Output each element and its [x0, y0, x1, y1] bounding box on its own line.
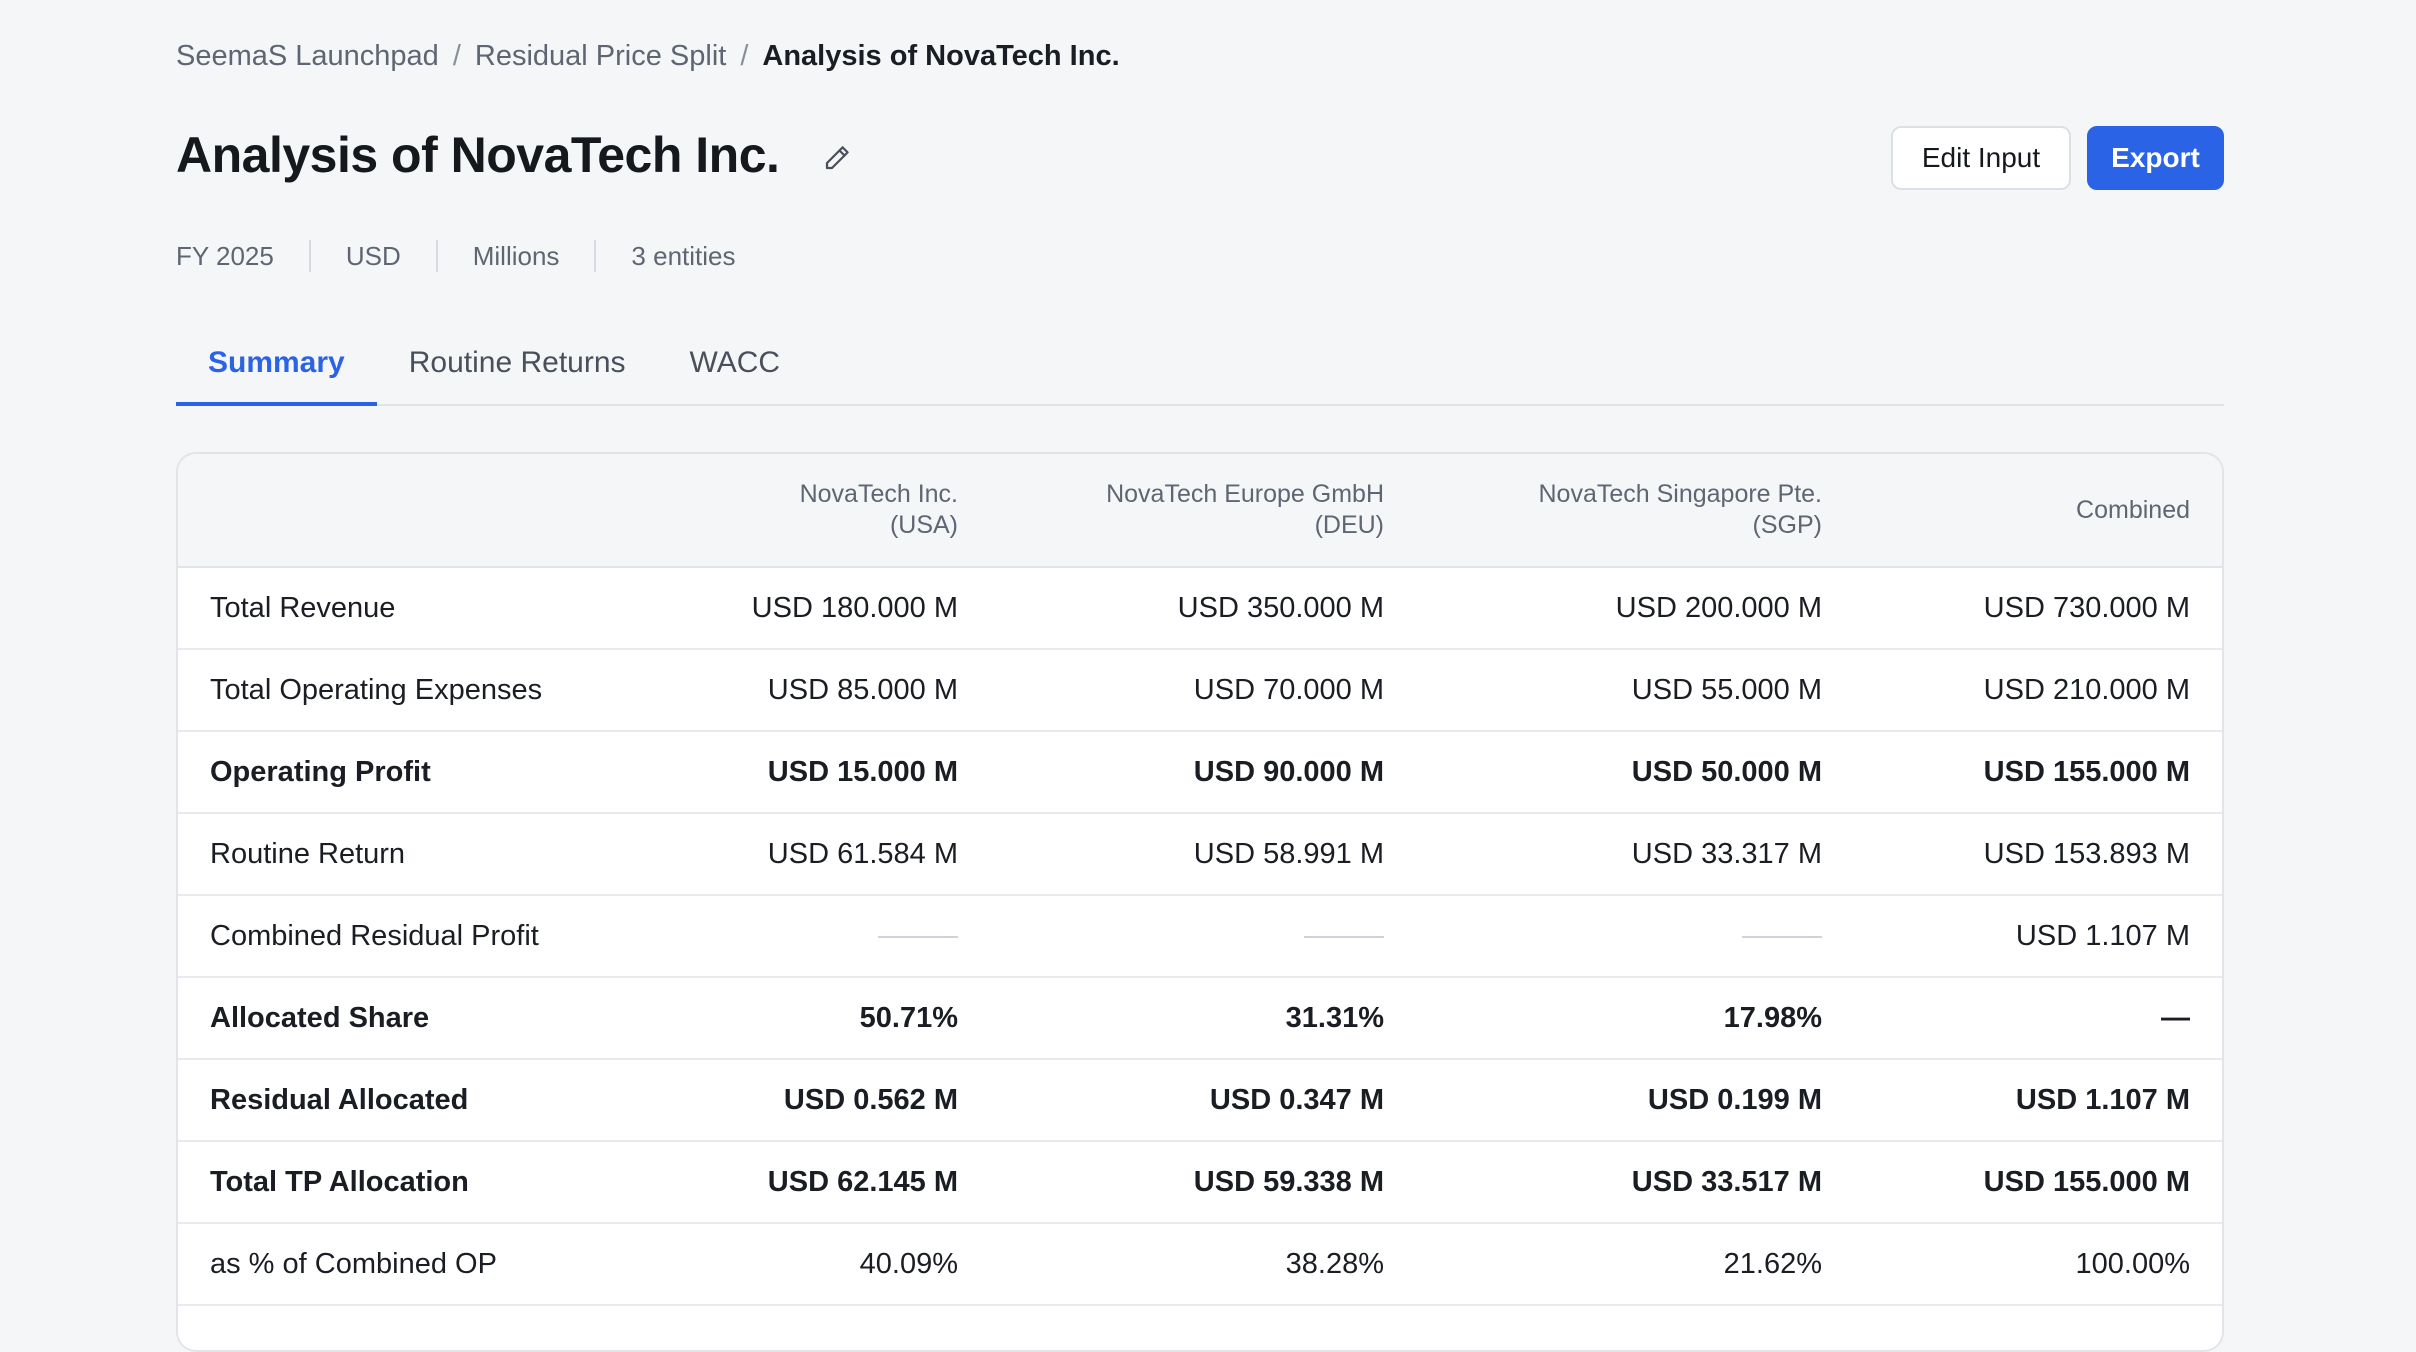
table-cell	[718, 895, 990, 978]
column-name: NovaTech Europe GmbH	[1106, 480, 1384, 508]
column-header-novatech-inc: NovaTech Inc. (USA)	[718, 454, 990, 568]
meta-divider	[594, 240, 597, 272]
row-label: Total Operating Expenses	[178, 649, 718, 732]
table-cell	[1416, 895, 1854, 978]
table-cell: USD 350.000 M	[990, 567, 1416, 650]
title-row: Analysis of NovaTech Inc. Edit Input Exp…	[176, 122, 2224, 198]
edit-input-button[interactable]: Edit Input	[1891, 126, 2071, 190]
table-cell: USD 1.107 M	[1854, 1059, 2222, 1142]
column-name: NovaTech Singapore Pte.	[1538, 480, 1822, 508]
breadcrumb-current: Analysis of NovaTech Inc.	[762, 39, 1120, 72]
pencil-icon	[825, 146, 849, 170]
column-name: Combined	[2076, 495, 2190, 524]
tab-summary[interactable]: Summary	[176, 322, 377, 406]
table-cell: USD 50.000 M	[1416, 731, 1854, 814]
column-header-combined: Combined	[1854, 454, 2222, 568]
meta-divider	[308, 240, 311, 272]
row-label: Total TP Allocation	[178, 1141, 718, 1224]
breadcrumb: SeemaS Launchpad / Residual Price Split …	[176, 36, 1120, 76]
table-row: Routine Return USD 61.584 M USD 58.991 M US…	[178, 813, 2222, 896]
row-label: as % of Combined OP	[178, 1223, 718, 1306]
tab-wacc[interactable]: WACC	[689, 346, 781, 379]
summary-table-card: NovaTech Inc. (USA) NovaTech Europe GmbH…	[176, 452, 2224, 1352]
table-row: Residual Allocated USD 0.562 M USD 0.347 M…	[178, 1059, 2222, 1142]
row-label: Residual Allocated	[178, 1059, 718, 1142]
table-cell: USD 0.347 M	[990, 1059, 1416, 1142]
entity-count: 3 entities	[631, 240, 736, 271]
table-row: Allocated Share 50.71% 31.31% 17.98% —	[178, 977, 2222, 1060]
table-cell: USD 0.562 M	[718, 1059, 990, 1142]
row-label: Combined Residual Profit	[178, 895, 718, 978]
table-cell: USD 153.893 M	[1854, 813, 2222, 896]
table-header-row: NovaTech Inc. (USA) NovaTech Europe GmbH…	[178, 454, 2222, 568]
column-name: NovaTech Inc.	[799, 480, 958, 508]
table-row: Combined Residual Profit USD 1.107 M	[178, 895, 2222, 978]
row-label: Routine Return	[178, 813, 718, 896]
meta-row: FY 2025 USD Millions 3 entities	[176, 236, 736, 276]
table-cell: USD 33.317 M	[1416, 813, 1854, 896]
table-cell: 40.09%	[718, 1223, 990, 1306]
table-cell: USD 200.000 M	[1416, 567, 1854, 650]
empty-value-dash	[878, 935, 958, 938]
table-cell: USD 15.000 M	[718, 731, 990, 814]
table-cell: USD 58.991 M	[990, 813, 1416, 896]
table-cell: USD 1.107 M	[1854, 895, 2222, 978]
table-row: Total Operating Expenses USD 85.000 M USD …	[178, 649, 2222, 732]
table-cell: 17.98%	[1416, 977, 1854, 1060]
row-label: Total Revenue	[178, 567, 718, 650]
table-cell: USD 155.000 M	[1854, 1141, 2222, 1224]
empty-value-dash	[1742, 935, 1822, 938]
table-cell: —	[1854, 977, 2222, 1060]
table-cell: USD 180.000 M	[718, 567, 990, 650]
table-cell: USD 90.000 M	[990, 731, 1416, 814]
table-cell: USD 62.145 M	[718, 1141, 990, 1224]
table-cell: USD 70.000 M	[990, 649, 1416, 732]
row-label: Operating Profit	[178, 731, 718, 814]
table-cell: USD 730.000 M	[1854, 567, 2222, 650]
breadcrumb-link-launchpad[interactable]: SeemaS Launchpad	[176, 39, 439, 72]
table-cell: USD 61.584 M	[718, 813, 990, 896]
table-cell: USD 85.000 M	[718, 649, 990, 732]
empty-value-dash	[1304, 935, 1384, 938]
table-cell: 21.62%	[1416, 1223, 1854, 1306]
export-button[interactable]: Export	[2087, 126, 2224, 190]
table-cell: 100.00%	[1854, 1223, 2222, 1306]
table-row: as % of Combined OP 40.09% 38.28% 21.62% 100…	[178, 1223, 2222, 1306]
column-country: (USA)	[889, 511, 958, 539]
table-cell: 38.28%	[990, 1223, 1416, 1306]
tab-routine-returns[interactable]: Routine Returns	[408, 346, 626, 379]
table-cell: USD 210.000 M	[1854, 649, 2222, 732]
breadcrumb-separator: /	[740, 39, 749, 72]
table-cell: USD 155.000 M	[1854, 731, 2222, 814]
tab-bar: Summary Routine Returns WACC	[176, 322, 2224, 406]
header-actions: Edit Input Export	[1891, 126, 2224, 190]
breadcrumb-separator: /	[452, 39, 461, 72]
column-country: (SGP)	[1752, 511, 1822, 539]
table-cell: 50.71%	[718, 977, 990, 1060]
edit-title-button[interactable]	[816, 137, 858, 179]
table-cell: 31.31%	[990, 977, 1416, 1060]
table-cell	[990, 895, 1416, 978]
table-cell: USD 0.199 M	[1416, 1059, 1854, 1142]
column-header-novatech-europe: NovaTech Europe GmbH (DEU)	[990, 454, 1416, 568]
table-row: Total TP Allocation USD 62.145 M USD 59.33…	[178, 1141, 2222, 1224]
column-header-novatech-singapore: NovaTech Singapore Pte. (SGP)	[1416, 454, 1854, 568]
currency: USD	[345, 240, 401, 271]
meta-divider	[435, 240, 438, 272]
page-title: Analysis of NovaTech Inc.	[176, 127, 780, 183]
table-header-label	[178, 454, 718, 568]
row-label: Allocated Share	[178, 977, 718, 1060]
column-country: (DEU)	[1314, 511, 1384, 539]
summary-table: NovaTech Inc. (USA) NovaTech Europe GmbH…	[178, 454, 2222, 1306]
table-cell: USD 33.517 M	[1416, 1141, 1854, 1224]
fiscal-year: FY 2025	[176, 240, 274, 271]
breadcrumb-link-residual-price-split[interactable]: Residual Price Split	[474, 39, 727, 72]
table-cell: USD 59.338 M	[990, 1141, 1416, 1224]
unit: Millions	[472, 240, 560, 271]
table-cell: USD 55.000 M	[1416, 649, 1854, 732]
table-row: Operating Profit USD 15.000 M USD 90.000 M…	[178, 731, 2222, 814]
